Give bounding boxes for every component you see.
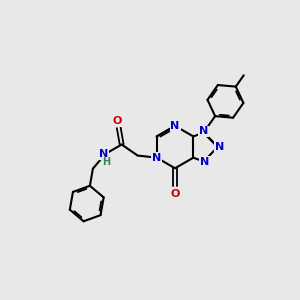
Text: H: H [102, 157, 110, 167]
Text: N: N [170, 121, 180, 131]
Text: O: O [170, 189, 180, 199]
Text: N: N [200, 157, 209, 167]
Text: N: N [99, 149, 108, 159]
Text: N: N [152, 153, 161, 163]
Text: N: N [199, 127, 208, 136]
Text: N: N [214, 142, 224, 152]
Text: O: O [112, 116, 122, 126]
